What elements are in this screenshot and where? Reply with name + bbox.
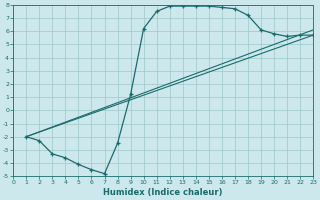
X-axis label: Humidex (Indice chaleur): Humidex (Indice chaleur) [103,188,223,197]
